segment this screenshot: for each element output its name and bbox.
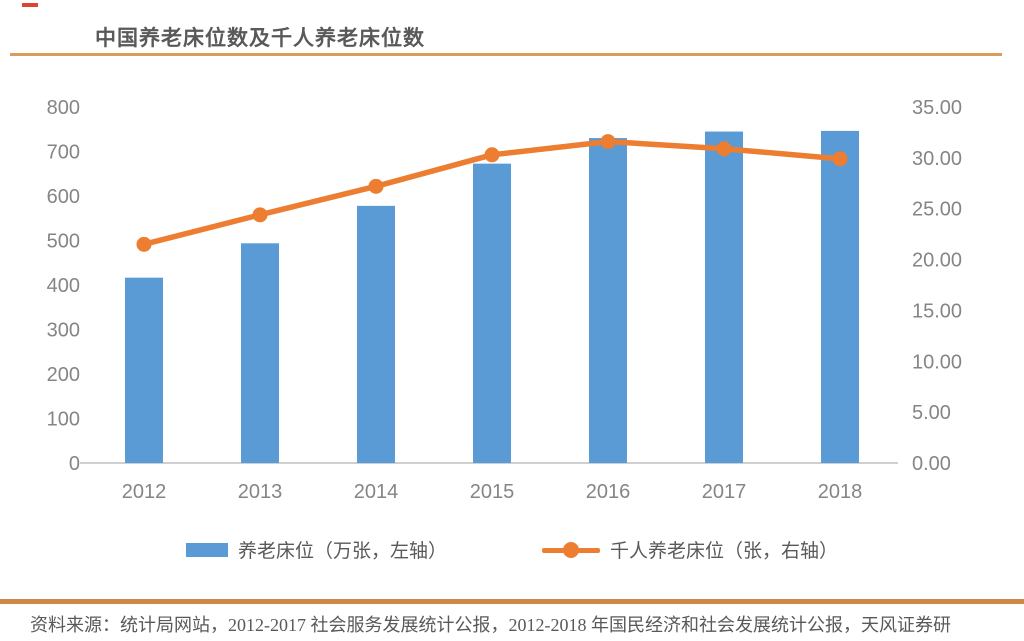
line-swatch-dot bbox=[563, 541, 579, 558]
line-marker-2014 bbox=[368, 178, 384, 194]
line-marker-2015 bbox=[484, 147, 500, 163]
right-axis-tick-label: 30.00 bbox=[912, 148, 962, 170]
legend-label-beds-per-thousand: 千人养老床位（张，右轴） bbox=[610, 541, 839, 562]
red-annotation-dash bbox=[22, 3, 38, 7]
right-axis-tick-label: 35.00 bbox=[912, 97, 962, 119]
line-marker-2016 bbox=[600, 134, 616, 150]
x-axis-label: 2015 bbox=[470, 481, 515, 503]
bar-2016 bbox=[589, 138, 627, 463]
x-axis-label: 2014 bbox=[354, 481, 399, 503]
bar-2017 bbox=[705, 131, 743, 463]
left-axis-tick-label: 400 bbox=[47, 275, 80, 297]
left-axis-tick-label: 700 bbox=[47, 142, 80, 164]
left-axis-tick-label: 800 bbox=[47, 97, 80, 119]
chart-legend: 养老床位（万张，左轴） 千人养老床位（张，右轴） bbox=[0, 536, 1024, 563]
chart-title: 中国养老床位数及千人养老床位数 bbox=[95, 27, 425, 50]
bar-2014 bbox=[357, 205, 395, 463]
bar-2015 bbox=[473, 163, 511, 463]
right-axis-tick-label: 5.00 bbox=[912, 402, 951, 424]
left-axis-tick-label: 600 bbox=[47, 186, 80, 208]
title-underline bbox=[10, 53, 1002, 56]
legend-label-beds: 养老床位（万张，左轴） bbox=[237, 541, 447, 562]
line-marker-2017 bbox=[716, 141, 732, 157]
bar-2013 bbox=[241, 243, 279, 463]
x-axis-label: 2012 bbox=[122, 481, 167, 503]
line-series-swatch bbox=[542, 541, 600, 558]
legend-item-beds-per-thousand: 千人养老床位（张，右轴） bbox=[542, 536, 838, 563]
chart-canvas: 0 100 200 300 400 500 600 700 800 0.00 5.00 10.00 15… bbox=[47, 97, 962, 503]
legend-item-beds: 养老床位（万张，左轴） bbox=[185, 536, 447, 563]
bar-series-swatch bbox=[185, 542, 228, 557]
left-axis-tick-label: 300 bbox=[47, 320, 80, 342]
right-axis-tick-label: 0.00 bbox=[912, 453, 951, 475]
right-axis-tick-label: 25.00 bbox=[912, 199, 962, 221]
source-note: 资料来源：统计局网站，2012-2017 社会服务发展统计公报，2012-201… bbox=[30, 615, 951, 635]
bar-2018 bbox=[821, 130, 859, 464]
x-axis-label: 2018 bbox=[818, 481, 863, 503]
line-marker-2012 bbox=[136, 236, 152, 252]
right-axis-tick-label: 15.00 bbox=[912, 300, 962, 322]
left-axis-tick-label: 500 bbox=[47, 231, 80, 253]
line-marker-2013 bbox=[252, 207, 268, 223]
right-axis-tick-label: 10.00 bbox=[912, 351, 962, 373]
x-axis-label: 2016 bbox=[586, 481, 631, 503]
left-axis-tick-label: 200 bbox=[47, 364, 80, 386]
line-marker-2018 bbox=[832, 151, 848, 167]
x-axis-label: 2013 bbox=[238, 481, 283, 503]
bar-2012 bbox=[125, 277, 163, 463]
left-axis-tick-label: 0 bbox=[69, 453, 80, 475]
footer-divider bbox=[0, 599, 1024, 604]
right-axis-tick-label: 20.00 bbox=[912, 250, 962, 272]
x-axis-label: 2017 bbox=[702, 481, 747, 503]
left-axis-tick-label: 100 bbox=[47, 409, 80, 431]
